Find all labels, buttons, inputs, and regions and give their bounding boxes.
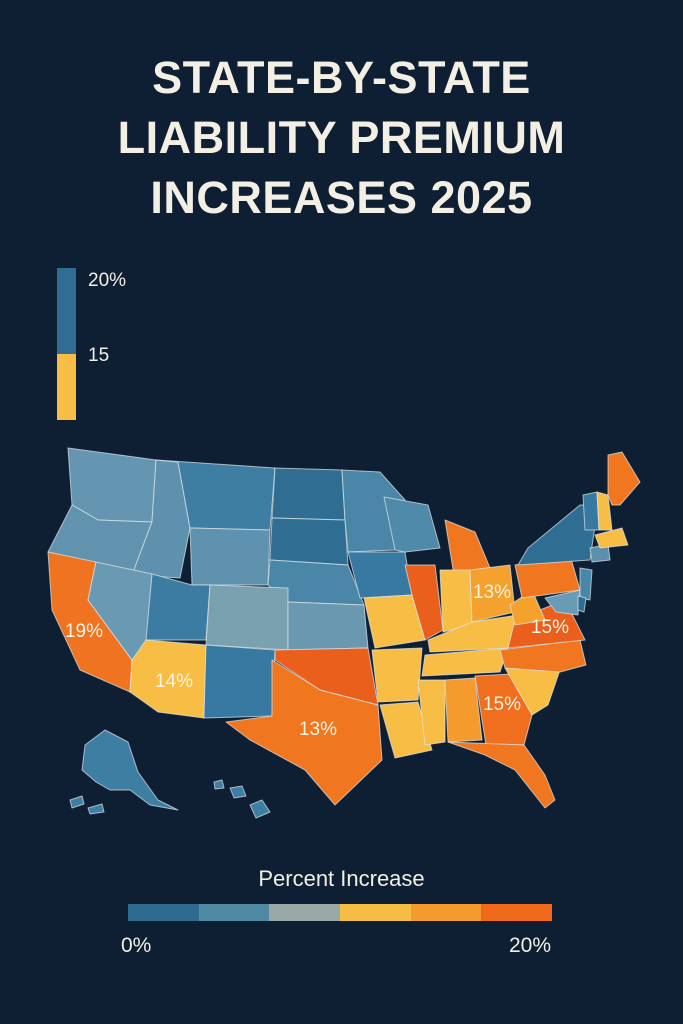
label-virginia: 15% (531, 617, 569, 638)
state-illinois[interactable] (404, 564, 444, 641)
state-new-york[interactable] (517, 504, 599, 566)
state-colorado[interactable] (205, 584, 289, 651)
title-line-1: STATE-BY-STATE (152, 52, 531, 103)
alaska-islands (69, 795, 105, 815)
state-alaska[interactable] (81, 729, 179, 811)
state-michigan[interactable] (444, 519, 491, 576)
scale-segment (481, 904, 553, 921)
title-line-2: LIABILITY PREMIUM (117, 112, 566, 163)
state-maine[interactable] (607, 451, 641, 506)
state-florida[interactable] (447, 741, 556, 809)
state-hawaii[interactable] (213, 779, 271, 819)
state-vermont[interactable] (582, 491, 600, 531)
state-massachusetts[interactable] (594, 527, 629, 549)
state-kansas[interactable] (287, 601, 369, 651)
state-georgia[interactable] (474, 673, 533, 746)
scale-segment (269, 904, 341, 921)
state-indiana[interactable] (439, 569, 473, 633)
state-louisiana[interactable] (379, 701, 433, 759)
state-wyoming[interactable] (189, 527, 271, 586)
state-north-dakota[interactable] (271, 467, 346, 521)
top-legend-yellow-swatch (57, 354, 76, 420)
top-legend-top-label: 20% (88, 270, 127, 291)
scale-segment (340, 904, 411, 921)
scale-segment (198, 904, 270, 921)
scale-segment (410, 904, 482, 921)
color-scale-bar (128, 904, 553, 921)
state-wisconsin[interactable] (383, 496, 441, 553)
state-new-mexico[interactable] (203, 644, 276, 719)
state-maryland[interactable] (544, 589, 581, 616)
state-new-hampshire[interactable] (596, 491, 613, 531)
label-arizona: 14% (155, 671, 193, 692)
label-california: 19% (65, 621, 103, 642)
state-mississippi[interactable] (417, 679, 446, 746)
state-arkansas[interactable] (371, 647, 423, 703)
page-title: STATE-BY-STATE LIABILITY PREMIUM INCREAS… (0, 48, 683, 228)
title-line-3: INCREASES 2025 (150, 172, 533, 223)
state-alabama[interactable] (444, 677, 483, 743)
label-georgia: 15% (483, 694, 521, 715)
state-new-jersey[interactable] (579, 567, 593, 601)
state-tennessee[interactable] (421, 647, 509, 677)
top-legend-mid-label: 15 (88, 345, 110, 366)
scale-min-label: 0% (121, 934, 152, 957)
state-south-dakota[interactable] (269, 517, 349, 566)
state-texas[interactable] (225, 659, 383, 806)
scale-segment (128, 904, 199, 921)
top-legend-blue-swatch (57, 268, 76, 354)
state-delaware[interactable] (577, 595, 587, 613)
scale-max-label: 20% (509, 934, 552, 957)
label-ohio: 13% (473, 582, 511, 603)
label-texas: 13% (299, 719, 337, 740)
legend-title: Percent Increase (258, 866, 425, 891)
